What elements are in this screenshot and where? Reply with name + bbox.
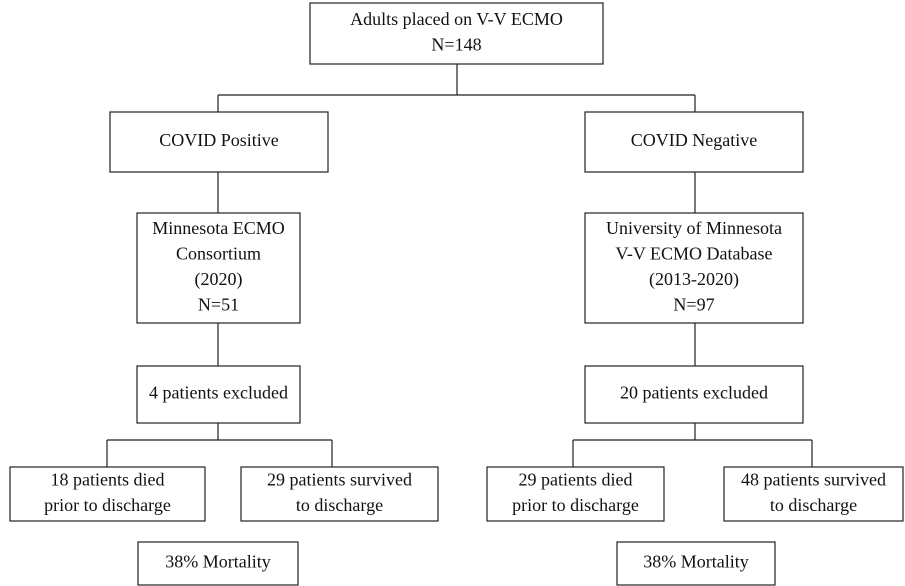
node-label: 18 patients died xyxy=(51,469,165,489)
node-box xyxy=(584,111,804,173)
node-label: 29 patients died xyxy=(519,469,633,489)
node-box xyxy=(240,466,439,522)
node-label: 20 patients excluded xyxy=(620,383,768,403)
node-label: to discharge xyxy=(770,495,857,515)
node-label: N=51 xyxy=(198,294,239,314)
boxes: Adults placed on V-V ECMO N=148 COVID Posi… xyxy=(9,2,904,586)
node-box xyxy=(137,541,299,586)
node-label: 38% Mortality xyxy=(643,552,749,572)
node-label: COVID Negative xyxy=(631,130,757,150)
node-label: prior to discharge xyxy=(512,495,639,515)
node-box xyxy=(584,365,804,424)
node-label: prior to discharge xyxy=(44,495,171,515)
node-box xyxy=(309,2,604,65)
node-label: Minnesota ECMO xyxy=(152,218,285,238)
node-label: (2020) xyxy=(195,269,243,290)
node-label: University of Minnesota xyxy=(606,218,782,238)
node-box xyxy=(723,466,904,522)
node-label: V-V ECMO Database xyxy=(616,243,773,263)
node-label: COVID Positive xyxy=(159,130,279,150)
node-label: to discharge xyxy=(296,495,383,515)
node-box xyxy=(616,541,776,586)
node-box xyxy=(109,111,329,173)
node-label: 48 patients survived xyxy=(741,469,886,489)
node-box xyxy=(486,466,665,522)
node-label: 38% Mortality xyxy=(165,552,271,572)
node-box xyxy=(584,212,804,324)
node-box xyxy=(9,466,206,522)
node-label: N=97 xyxy=(673,294,714,314)
node-box xyxy=(136,365,301,424)
node-label: Adults placed on V-V ECMO xyxy=(350,9,563,29)
connectors xyxy=(106,64,813,467)
node-label: (2013-2020) xyxy=(649,269,739,290)
node-box xyxy=(136,212,301,324)
node-label: Consortium xyxy=(176,243,261,263)
node-label: 4 patients excluded xyxy=(149,383,288,403)
node-label: 29 patients survived xyxy=(267,469,412,489)
node-label: N=148 xyxy=(431,34,481,54)
